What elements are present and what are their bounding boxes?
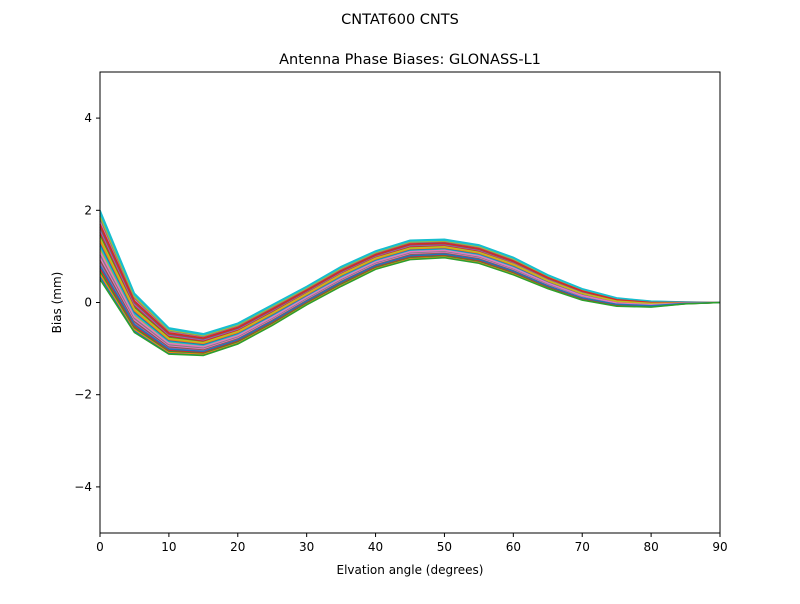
series-line-s3 [99,237,721,344]
y-tick-label: −4 [74,480,92,494]
series-line-s4 [99,249,721,348]
x-tick-label: 40 [368,540,383,554]
x-tick-label: 80 [643,540,658,554]
x-tick-label: 90 [712,540,727,554]
series-strand [99,212,721,336]
series-strand [99,218,721,338]
x-tick-label: 60 [506,540,521,554]
series-line-s6 [99,257,721,357]
y-tick-label: 4 [84,111,92,125]
series-line-s1 [99,210,721,335]
x-tick-label: 10 [161,540,176,554]
x-tick-label: 30 [299,540,314,554]
series-line-s5 [99,253,721,353]
series-strand [99,229,721,341]
y-tick-label: −2 [74,388,92,402]
x-axis-label: Elvation angle (degrees) [337,563,484,577]
x-tick-label: 20 [230,540,245,554]
series-strand [99,215,721,337]
plot-frame [99,71,721,534]
series-line-s2 [99,223,720,339]
x-tick-label: 0 [96,540,104,554]
series-lines [99,210,721,357]
y-axis-label: Bias (mm) [50,272,64,334]
y-tick-label: 2 [84,203,92,217]
x-tick-label: 50 [437,540,452,554]
axis-ticks: 0 10 20 30 40 50 60 70 80 90 −4 −2 0 2 4 [74,111,727,554]
series-strand [99,245,721,346]
series-strand [99,221,721,338]
x-tick-label: 70 [575,540,590,554]
chart-suptitle: CNTAT600 CNTS [341,12,459,28]
chart-title: Antenna Phase Biases: GLONASS-L1 [279,52,541,68]
y-tick-label: 0 [84,296,92,310]
